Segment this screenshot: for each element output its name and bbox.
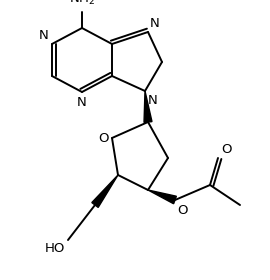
- Polygon shape: [92, 175, 118, 207]
- Text: N: N: [39, 29, 49, 42]
- Text: O: O: [221, 143, 231, 156]
- Text: O: O: [99, 132, 109, 144]
- Text: O: O: [177, 204, 187, 217]
- Text: NH$_2$: NH$_2$: [69, 0, 95, 7]
- Text: HO: HO: [45, 242, 65, 255]
- Text: N: N: [148, 94, 158, 107]
- Polygon shape: [144, 91, 152, 122]
- Text: N: N: [150, 17, 160, 30]
- Text: N: N: [77, 96, 87, 109]
- Polygon shape: [148, 190, 176, 204]
